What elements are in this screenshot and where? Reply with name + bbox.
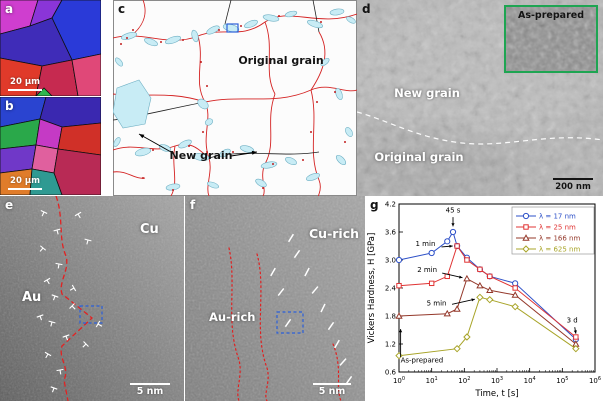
scalebar-a: 20 μm [8, 76, 42, 91]
noise-texture [185, 196, 365, 401]
cu-label: Cu [140, 222, 159, 237]
interface-dashed-line [55, 196, 93, 401]
svg-text:105: 105 [556, 376, 568, 385]
hrtem-image-f [185, 196, 365, 401]
grain-map-image [113, 0, 357, 196]
scalebar-d: 200 nm [553, 177, 593, 192]
svg-text:1 min: 1 min [416, 240, 436, 248]
new-grains-blue [113, 8, 356, 191]
vickers-hardness-chart: 100 101 102 103 104 105 1060.61.21.82.43.03.64… [367, 201, 601, 400]
panel-e-hrtem: e Cu Au 5 nm [0, 196, 184, 401]
scalebar-e-label: 5 nm [136, 386, 164, 397]
panel-d-tem: d New grain Original grain As-prepared 2… [357, 0, 603, 196]
annotation-arrows [138, 133, 258, 157]
inset-as-prepared-label: As-prepared [517, 10, 585, 21]
svg-text:3 d: 3 d [567, 317, 578, 325]
chart-axes: 100 101 102 103 104 105 1060.61.21.82.43.03.64… [367, 201, 601, 400]
grain-polygons [0, 0, 101, 96]
chart-series [395, 228, 580, 360]
tem-image-d [357, 0, 603, 196]
original-grain-label-c: Original grain [238, 54, 324, 67]
new-grain-label-d: New grain [394, 86, 460, 100]
scalebar-b: 20 μm [8, 175, 42, 190]
panel-letter-b: b [5, 99, 14, 113]
svg-text:101: 101 [426, 376, 438, 385]
svg-text:λ = 17 nm: λ = 17 nm [539, 213, 576, 221]
ebsd-map-a-image [0, 0, 101, 96]
scalebar-b-bar [8, 187, 42, 190]
svg-text:106: 106 [589, 376, 601, 385]
au-rich-dotted-boundaries [228, 247, 342, 401]
svg-text:1.2: 1.2 [385, 341, 396, 349]
panel-a-ebsd-map: a 20 μm [0, 0, 101, 96]
svg-text:λ = 25 nm: λ = 25 nm [539, 224, 576, 232]
inset-noise [505, 6, 597, 72]
svg-text:4.2: 4.2 [385, 201, 396, 209]
panel-g-chart: 100 101 102 103 104 105 106 0.6 1.2 1.8 2.4 3.0 3.6 4… [365, 196, 603, 401]
svg-text:104: 104 [524, 376, 536, 385]
svg-text:λ = 625 nm: λ = 625 nm [539, 246, 580, 254]
svg-text:2 min: 2 min [417, 266, 437, 274]
svg-text:45 s: 45 s [446, 206, 461, 214]
svg-text:0.6: 0.6 [385, 369, 397, 377]
scalebar-e-bar [130, 382, 170, 385]
svg-text:As-prepared: As-prepared [401, 357, 444, 365]
scalebar-f-label: 5 nm [318, 386, 346, 397]
panel-letter-g: g [370, 198, 379, 212]
svg-text:Vickers Hardness, H [GPa]: Vickers Hardness, H [GPa] [367, 233, 377, 344]
scalebar-b-label: 20 μm [10, 175, 40, 186]
panel-b-ebsd-map: b 20 μm [0, 97, 101, 195]
scalebar-f-bar [313, 382, 351, 385]
svg-text:3.0: 3.0 [385, 257, 396, 265]
au-rich-label: Au-rich [209, 310, 256, 324]
grain-boundary-dashed-line [357, 111, 603, 145]
hrtem-image-e [0, 196, 184, 401]
svg-text:1.8: 1.8 [385, 313, 396, 321]
scalebar-e: 5 nm [130, 382, 170, 398]
svg-text:5 min: 5 min [427, 300, 447, 308]
panel-letter-c: c [118, 2, 126, 16]
chart-annotations: 45 s 1 min 2 min 5 min As-prepared 3 d [399, 206, 578, 365]
inset-border [504, 5, 598, 73]
svg-text:Time, t [s]: Time, t [s] [474, 389, 518, 399]
scalebar-f: 5 nm [313, 382, 351, 398]
au-label: Au [22, 290, 42, 305]
panel-c-grain-map: c Original grain New grain [113, 0, 357, 196]
scalebar-a-bar [8, 88, 42, 91]
scalebar-d-label: 200 nm [555, 182, 591, 192]
highlight-box [79, 305, 103, 324]
svg-text:λ = 166 nm: λ = 166 nm [539, 235, 580, 243]
highlight-box [226, 23, 239, 33]
panel-f-hrtem: f Cu-rich Au-rich 5 nm [185, 196, 365, 401]
svg-text:102: 102 [458, 376, 470, 385]
scalebar-a-label: 20 μm [10, 76, 40, 87]
cu-rich-label: Cu-rich [309, 226, 360, 241]
svg-text:2.4: 2.4 [385, 285, 397, 293]
svg-text:100: 100 [393, 376, 405, 385]
noise-texture [0, 196, 184, 401]
new-grain-label-c: New grain [169, 149, 233, 162]
red-specks [120, 15, 346, 191]
panel-letter-a: a [5, 2, 14, 16]
highlight-box [276, 311, 304, 334]
panel-letter-f: f [190, 198, 196, 212]
svg-text:103: 103 [491, 376, 503, 385]
chart-legend: λ = 17 nm λ = 25 nm λ = 166 nm λ = 625 nm [511, 206, 595, 255]
svg-text:3.6: 3.6 [385, 229, 397, 237]
scalebar-d-bar [553, 177, 593, 180]
panel-letter-e: e [5, 198, 14, 212]
panel-letter-d: d [362, 2, 371, 16]
original-grain-label-d: Original grain [374, 150, 464, 164]
